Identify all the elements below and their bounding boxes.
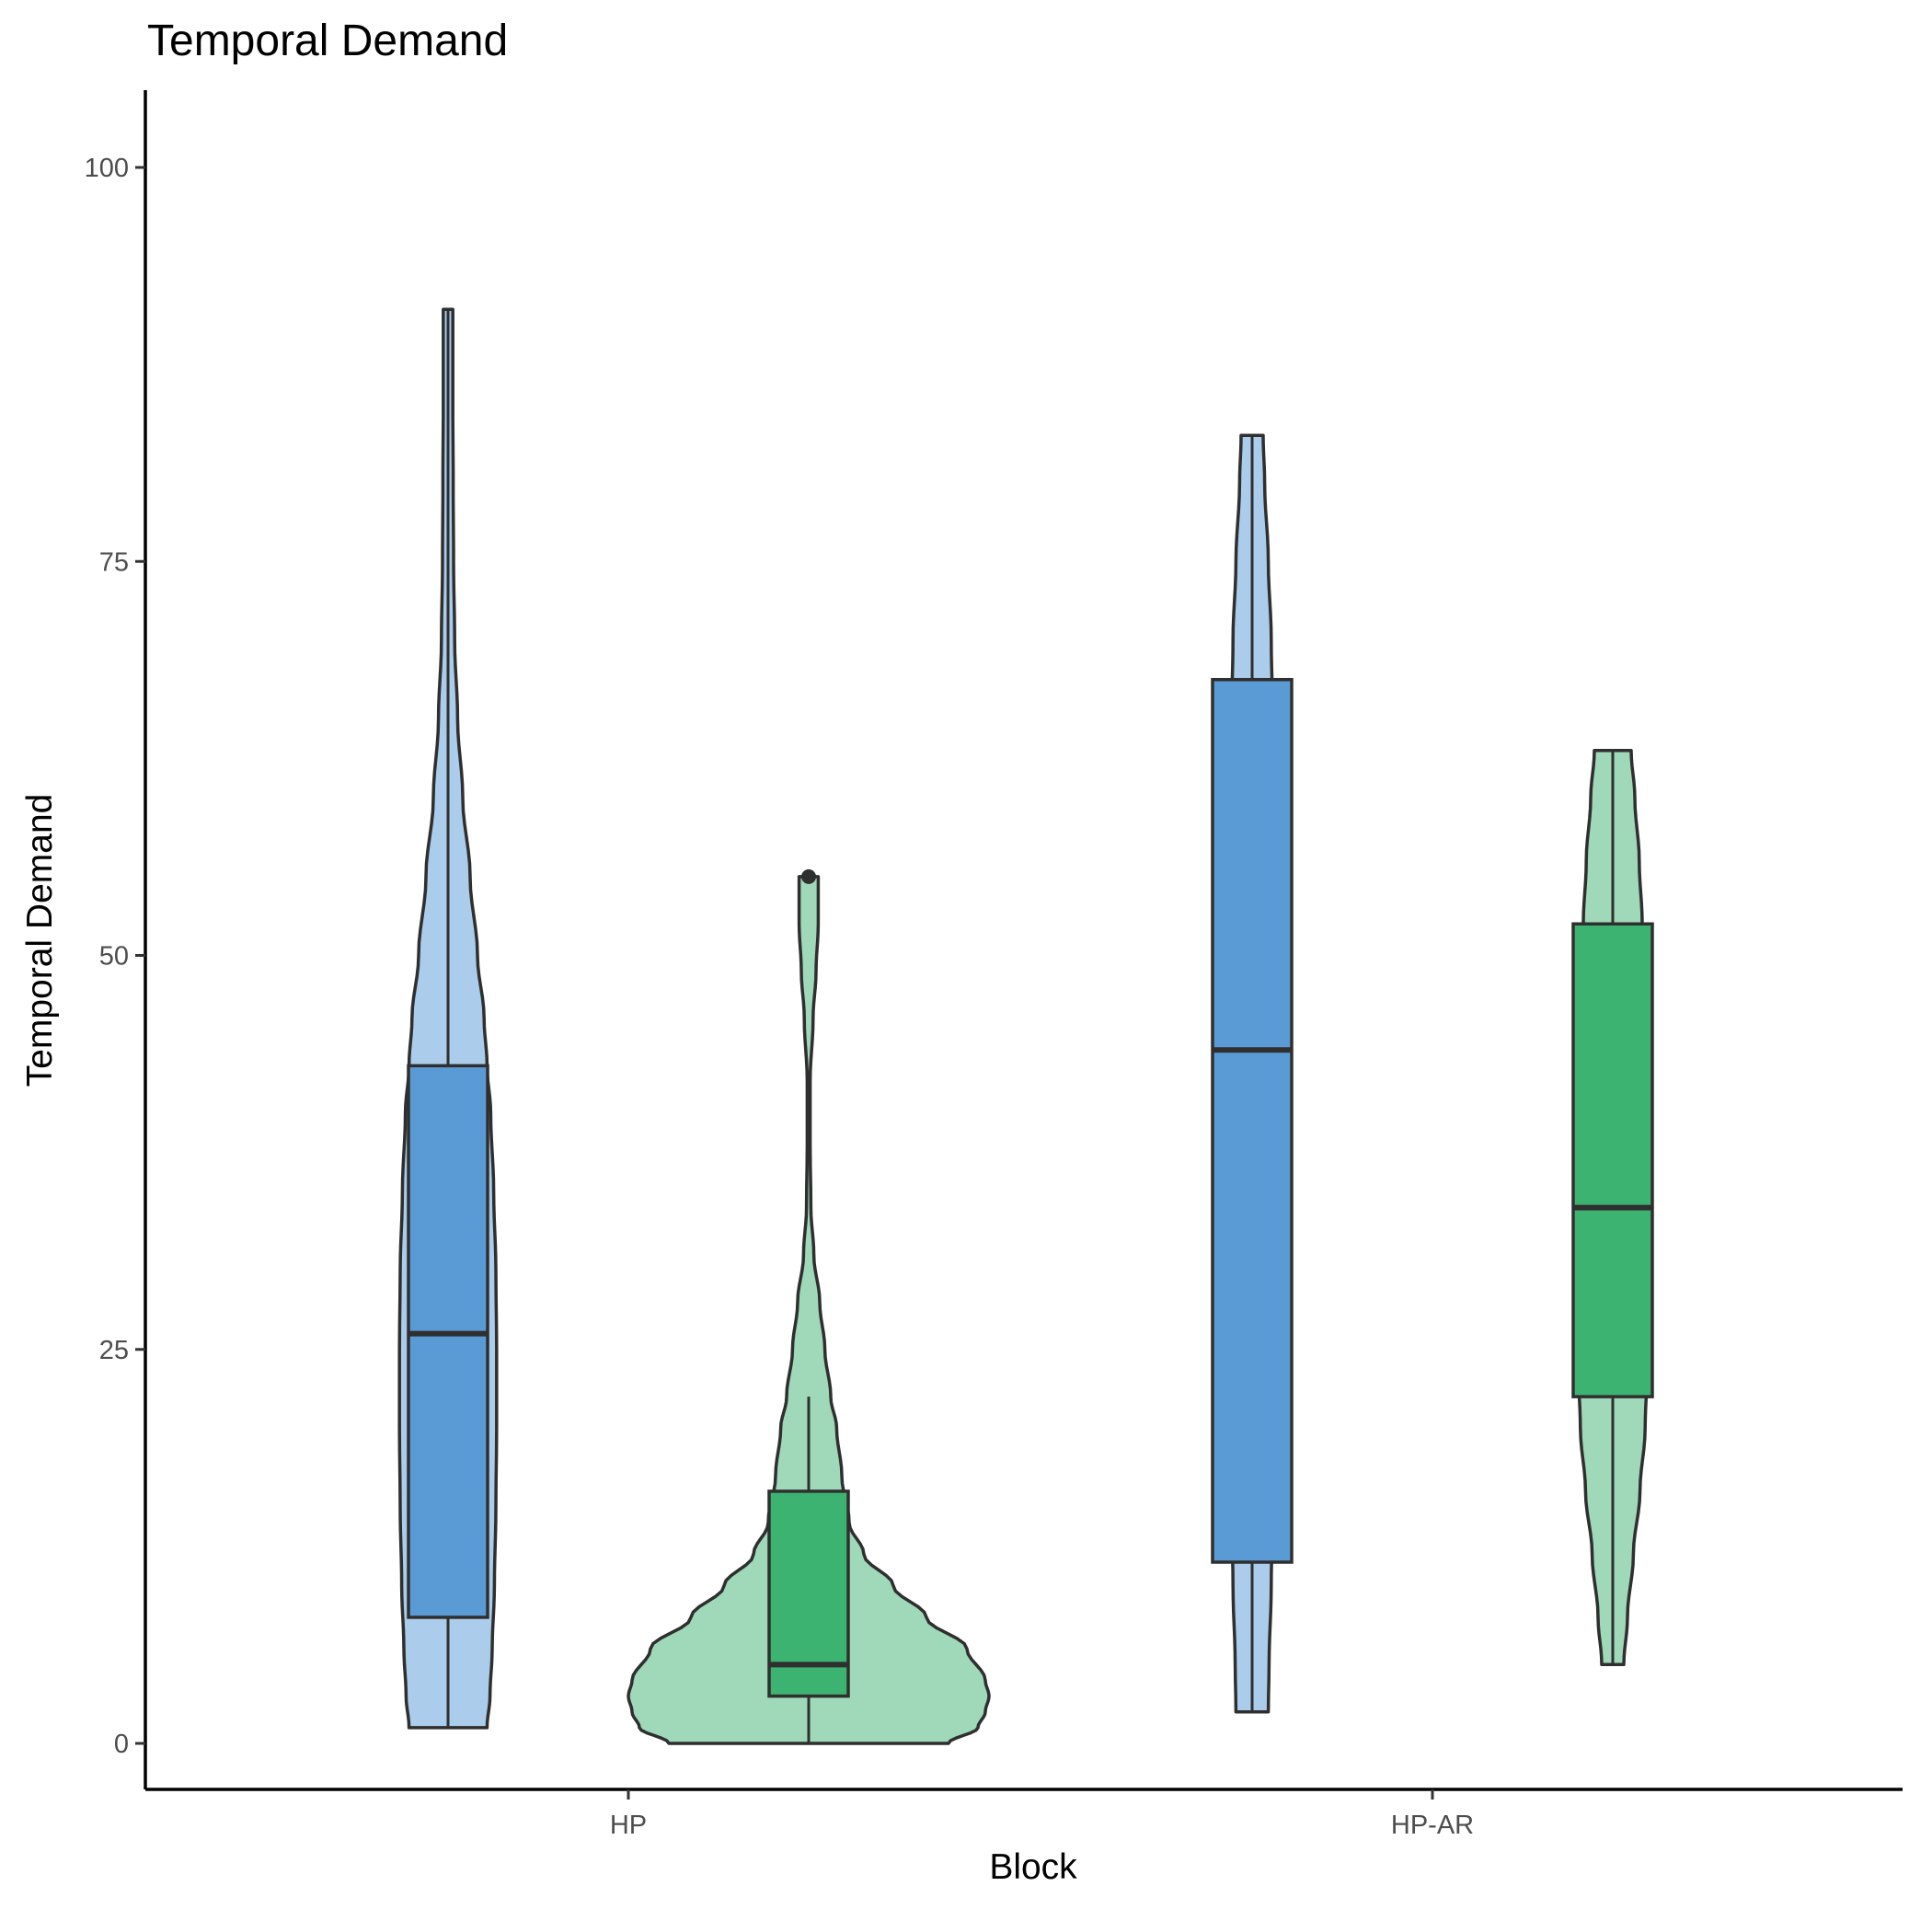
violin-shape bbox=[627, 875, 991, 1745]
x-axis-ticks: HP HP-AR bbox=[610, 1789, 1474, 1840]
chart-title: Temporal Demand bbox=[147, 17, 508, 65]
box-iqr bbox=[1571, 922, 1654, 1398]
y-axis-ticks: 0 25 50 75 100 bbox=[85, 154, 145, 1759]
violin-group-hp-ar-1 bbox=[1211, 433, 1294, 1714]
y-tick-label: 100 bbox=[85, 154, 129, 183]
violin-group-hp-ar-2 bbox=[1571, 749, 1654, 1667]
box-iqr bbox=[407, 1064, 489, 1619]
box-iqr bbox=[1211, 677, 1294, 1564]
x-axis-label: Block bbox=[989, 1847, 1077, 1887]
outlier-point bbox=[801, 868, 816, 884]
y-tick-label: 0 bbox=[114, 1730, 129, 1759]
plot-area bbox=[397, 307, 1654, 1745]
y-tick-label: 50 bbox=[99, 942, 129, 972]
violin-group-hp-2 bbox=[627, 868, 991, 1745]
y-axis-label: Temporal Demand bbox=[20, 794, 60, 1087]
x-tick-label: HP bbox=[610, 1811, 647, 1840]
violin-group-hp-1 bbox=[397, 307, 499, 1730]
x-tick-label: HP-AR bbox=[1391, 1811, 1474, 1840]
y-tick-label: 75 bbox=[99, 547, 129, 577]
y-tick-label: 25 bbox=[99, 1336, 129, 1365]
